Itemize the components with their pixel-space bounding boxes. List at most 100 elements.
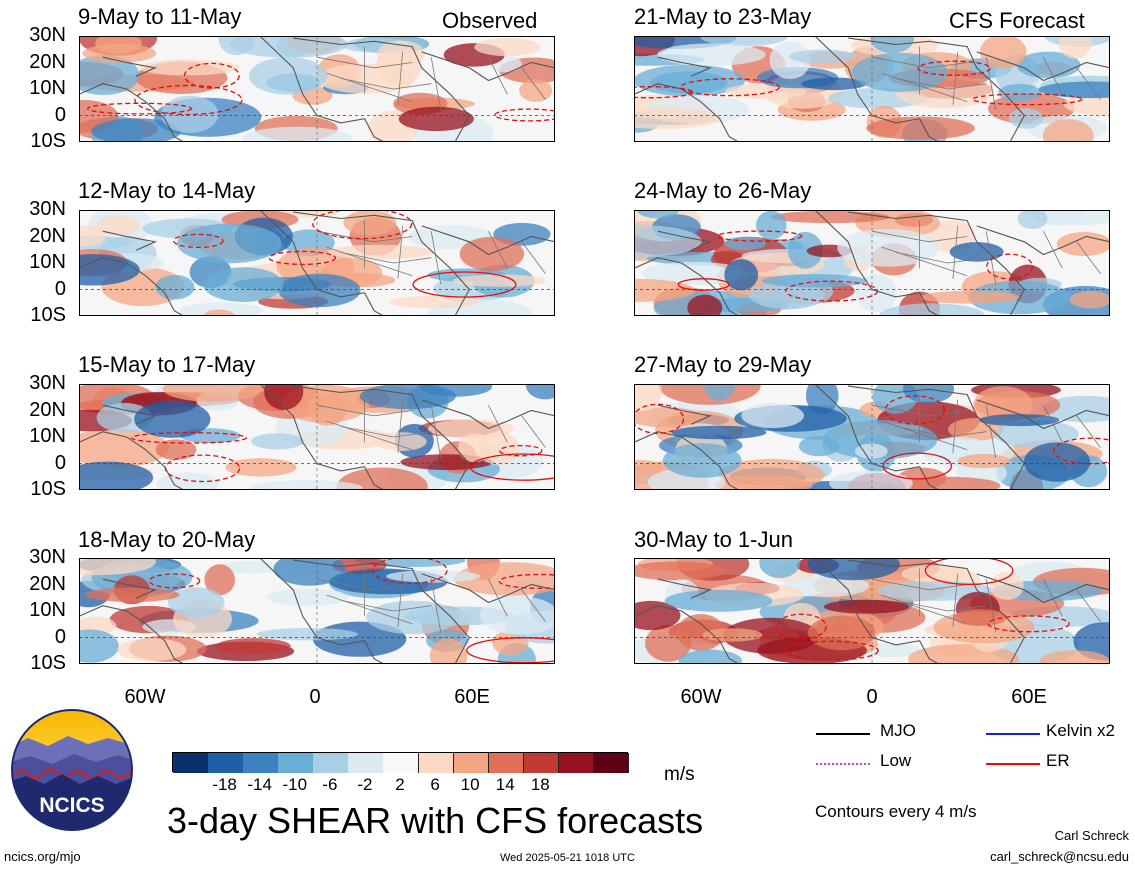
er-contour bbox=[148, 573, 201, 589]
coastline bbox=[848, 559, 1025, 664]
lon-label: 60E bbox=[1011, 686, 1047, 708]
shear-map-panel bbox=[634, 210, 1110, 316]
shear-blob bbox=[902, 384, 955, 404]
er-contour bbox=[172, 233, 224, 249]
lat-label: 10N bbox=[29, 599, 66, 621]
country-border bbox=[985, 579, 997, 633]
shear-blob bbox=[177, 223, 282, 264]
er-contour bbox=[775, 613, 827, 640]
colorbar-tick: -10 bbox=[282, 775, 308, 794]
colorbar-swatch bbox=[313, 753, 349, 773]
er-contour bbox=[987, 615, 1070, 633]
shear-blob bbox=[79, 55, 140, 95]
shear-blob bbox=[990, 572, 1024, 600]
country-border bbox=[952, 225, 959, 279]
colorbar-tick: 14 bbox=[495, 775, 515, 794]
country-border bbox=[326, 594, 413, 625]
coastline bbox=[79, 257, 184, 316]
coastline bbox=[657, 578, 713, 599]
mjo-legend-line bbox=[816, 733, 870, 735]
country-border bbox=[895, 426, 987, 438]
shear-blob bbox=[700, 36, 788, 47]
shear-map-panel bbox=[79, 36, 555, 142]
shear-blob bbox=[664, 589, 773, 612]
shear-blob bbox=[770, 210, 890, 224]
lon-label: 60W bbox=[124, 686, 166, 708]
country-border bbox=[952, 573, 959, 627]
country-border bbox=[1076, 241, 1101, 274]
lat-label: 10S bbox=[30, 130, 66, 152]
main-title: 3-day SHEAR with CFS forecasts bbox=[167, 800, 704, 841]
er-contour bbox=[164, 454, 241, 483]
shear-blob bbox=[479, 596, 555, 635]
country-border bbox=[488, 57, 508, 95]
coastline bbox=[293, 211, 470, 316]
country-border bbox=[1043, 405, 1063, 443]
shear-blob bbox=[79, 629, 119, 663]
contours-note: Contours every 4 m/s bbox=[815, 802, 977, 821]
lon-label: 60E bbox=[454, 686, 490, 708]
country-border bbox=[871, 404, 968, 417]
er-contour bbox=[884, 395, 946, 425]
shear-blob bbox=[854, 443, 888, 459]
lat-label: 0 bbox=[54, 625, 66, 648]
shear-map-panel bbox=[634, 36, 1110, 142]
coastline bbox=[976, 573, 1110, 604]
shear-blob bbox=[724, 259, 759, 291]
er-contour bbox=[785, 280, 879, 302]
coastline bbox=[634, 605, 739, 664]
country-border bbox=[488, 405, 508, 443]
shear-blob bbox=[1069, 290, 1110, 309]
shear-blob bbox=[687, 294, 723, 316]
shear-blob bbox=[327, 244, 434, 260]
country-border bbox=[881, 594, 968, 625]
shear-blob bbox=[949, 242, 1004, 262]
shear-blob bbox=[134, 400, 211, 438]
country-border bbox=[397, 399, 404, 453]
er-contour bbox=[971, 93, 1083, 106]
colorbar-swatch bbox=[418, 753, 455, 773]
shear-blob bbox=[634, 107, 721, 129]
shear-blob bbox=[316, 63, 416, 94]
shear-blob bbox=[637, 210, 679, 219]
shear-blob bbox=[1023, 442, 1091, 482]
lon-label: 0 bbox=[309, 686, 321, 708]
shear-blob bbox=[266, 588, 349, 606]
coastline bbox=[421, 573, 555, 604]
shear-blob bbox=[203, 309, 235, 316]
shear-blob bbox=[801, 77, 867, 91]
shear-blob bbox=[1056, 232, 1110, 256]
coastline bbox=[102, 404, 158, 425]
coastline bbox=[848, 37, 1025, 142]
coastline bbox=[634, 83, 739, 142]
country-border bbox=[871, 56, 968, 69]
site-link[interactable]: ncics.org/mjo bbox=[4, 849, 81, 864]
shear-blob bbox=[718, 458, 825, 490]
timestamp: Wed 2025-05-21 1018 UTC bbox=[500, 852, 635, 864]
colorbar-swatch bbox=[208, 753, 244, 773]
map-frame bbox=[634, 210, 1110, 316]
country-border bbox=[316, 404, 413, 417]
colorbar-tick: 6 bbox=[430, 775, 440, 794]
lat-label: 0 bbox=[54, 277, 66, 300]
country-border bbox=[340, 426, 432, 438]
coastline bbox=[657, 404, 713, 425]
lat-label: 20N bbox=[29, 398, 66, 421]
country-border bbox=[521, 415, 546, 448]
shear-blob bbox=[808, 615, 876, 651]
shear-blob bbox=[783, 574, 869, 597]
coastline bbox=[976, 51, 1110, 82]
lat-label: 20N bbox=[29, 572, 66, 595]
coastline bbox=[657, 56, 713, 77]
er-contour bbox=[986, 253, 1034, 280]
map-frame bbox=[79, 384, 555, 490]
country-border bbox=[340, 78, 432, 90]
country-border bbox=[340, 600, 432, 612]
shear-blob bbox=[389, 296, 479, 309]
panel-title: 30-May to 1-Jun bbox=[634, 527, 793, 552]
shear-blob bbox=[155, 274, 195, 300]
shear-blob bbox=[741, 403, 804, 429]
colorbar-tick: 10 bbox=[460, 775, 480, 794]
lat-label: 10S bbox=[30, 652, 66, 674]
shear-blob bbox=[454, 562, 555, 596]
